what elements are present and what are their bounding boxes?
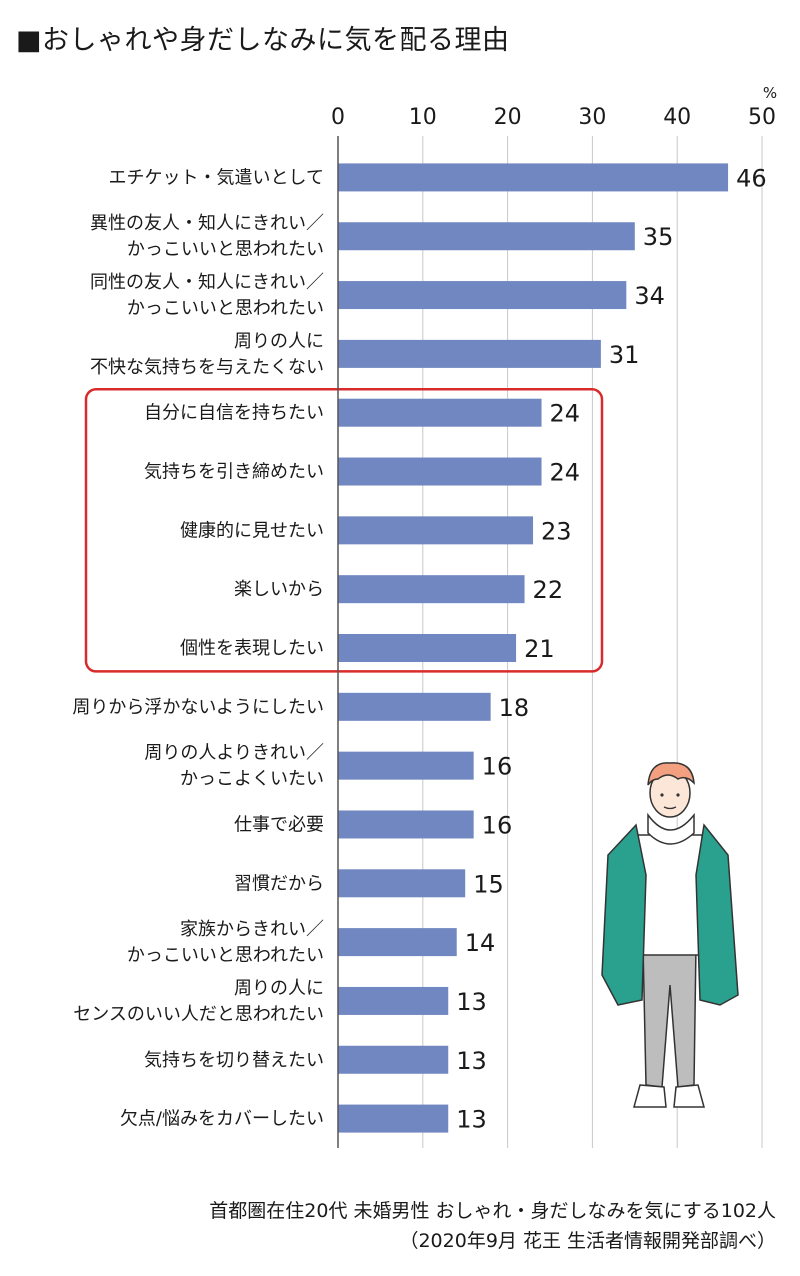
bar — [338, 281, 627, 310]
bar — [338, 1104, 449, 1133]
value-label: 15 — [473, 870, 504, 898]
category-label: 周りから浮かないようにしたい — [72, 697, 324, 718]
x-tick-label: 50 — [748, 105, 776, 130]
category-label: 同性の友人・知人にきれい／かっこいいと思われたい — [90, 272, 324, 319]
bar — [338, 339, 601, 368]
x-tick-label: 0 — [331, 105, 345, 130]
category-label: 周りの人にセンスのいい人だと思われたい — [73, 978, 324, 1025]
value-labels: 46 35 34 31 24 24 23 22 21 18 16 16 15 14 13 13 13 — [456, 164, 766, 1133]
category-label: 異性の友人・知人にきれい／かっこいいと思われたい — [90, 213, 324, 260]
bar — [338, 575, 525, 604]
category-label: 周りの人よりきれい／かっこよくいたい — [144, 743, 324, 790]
bar — [338, 692, 491, 721]
chart-title: ■おしゃれや身だしなみに気を配る理由 — [16, 25, 510, 56]
value-label: 24 — [550, 459, 581, 487]
source-line-2: （2020年9月 花王 生活者情報開発部調べ） — [399, 1230, 776, 1252]
bar — [338, 516, 534, 545]
value-label: 34 — [634, 282, 665, 310]
category-label: 習慣だから — [234, 873, 324, 894]
value-label: 35 — [643, 223, 674, 251]
bar — [338, 457, 542, 486]
bar — [338, 869, 466, 898]
x-tick-label: 40 — [663, 105, 691, 130]
unit-label: % — [763, 84, 777, 102]
bar-chart: 0 10 20 30 40 50 % エチケット・気遣いとして異性の友人・知人にきれい／か… — [72, 84, 777, 1148]
category-label: 自分に自信を持ちたい — [144, 403, 324, 424]
value-label: 16 — [482, 811, 513, 839]
x-axis-ticks: 0 10 20 30 40 50 — [331, 105, 776, 130]
category-label: 個性を表現したい — [180, 638, 324, 659]
young-man-in-green-coat-icon — [601, 762, 739, 1108]
value-label: 31 — [609, 341, 640, 369]
category-label: 周りの人に不快な気持ちを与えたくない — [90, 331, 324, 378]
value-label: 24 — [550, 400, 581, 428]
value-label: 18 — [499, 694, 530, 722]
source-note: 首都圏在住20代 未婚男性 おしゃれ・身だしなみを気にする102人 （2020年… — [209, 1196, 776, 1256]
value-label: 14 — [465, 929, 496, 957]
category-label: エチケット・気遣いとして — [109, 167, 324, 188]
value-label: 23 — [541, 517, 572, 545]
value-label: 13 — [456, 988, 487, 1016]
category-label: 仕事で必要 — [234, 814, 324, 835]
bar — [338, 398, 542, 427]
x-tick-label: 20 — [494, 105, 522, 130]
bar — [338, 986, 449, 1015]
category-label: 気持ちを切り替えたい — [144, 1050, 324, 1071]
category-label: 楽しいから — [234, 579, 324, 600]
bar — [338, 222, 635, 251]
category-labels: エチケット・気遣いとして異性の友人・知人にきれい／かっこいいと思われたい同性の友… — [72, 167, 324, 1129]
bar — [338, 751, 474, 780]
source-line-1: 首都圏在住20代 未婚男性 おしゃれ・身だしなみを気にする102人 — [209, 1200, 776, 1222]
value-label: 13 — [456, 1106, 487, 1134]
bar — [338, 810, 474, 839]
value-label: 46 — [736, 164, 767, 192]
bar — [338, 163, 729, 192]
category-label: 欠点/悩みをカバーしたい — [120, 1109, 324, 1130]
value-label: 13 — [456, 1047, 487, 1075]
bar — [338, 1045, 449, 1074]
category-label: 健康的に見せたい — [180, 520, 324, 541]
bar — [338, 634, 517, 662]
category-label: 家族からきれい／かっこいいと思われたい — [127, 919, 324, 966]
highlight-box — [84, 388, 604, 673]
bar — [338, 928, 457, 957]
x-tick-label: 30 — [578, 105, 606, 130]
value-label: 16 — [482, 753, 513, 781]
value-label: 22 — [533, 576, 564, 604]
bars — [338, 163, 729, 1133]
x-tick-label: 10 — [409, 105, 437, 130]
value-label: 21 — [524, 635, 555, 663]
category-label: 気持ちを引き締めたい — [144, 462, 324, 483]
